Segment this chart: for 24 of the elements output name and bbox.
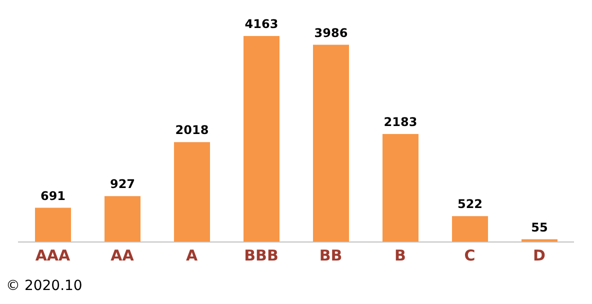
- bar: [244, 36, 280, 242]
- x-tick-label: BBB: [244, 246, 278, 265]
- data-label: 927: [110, 177, 136, 192]
- data-label: 691: [40, 188, 66, 203]
- x-tick-label: BB: [319, 246, 342, 265]
- bar: [104, 196, 140, 242]
- data-label: 55: [531, 220, 548, 234]
- bar: [35, 208, 71, 242]
- data-label: 3986: [314, 26, 348, 40]
- text: © 2020.10: [6, 278, 82, 294]
- x-tick-label: B: [394, 246, 406, 265]
- x-tick-label: AA: [110, 246, 134, 265]
- bar: [452, 216, 488, 242]
- data-label: 4163: [244, 17, 278, 31]
- x-tick-label: D: [533, 246, 546, 265]
- bar: [382, 134, 418, 242]
- data-label: 2018: [175, 123, 209, 138]
- bar: [174, 142, 210, 242]
- x-tick-label: AAA: [35, 246, 71, 265]
- x-tick-label: A: [186, 246, 198, 265]
- x-tick-label: C: [464, 246, 476, 265]
- data-label: 2183: [384, 114, 418, 129]
- bar: [313, 44, 349, 242]
- data-label: 522: [457, 197, 483, 212]
